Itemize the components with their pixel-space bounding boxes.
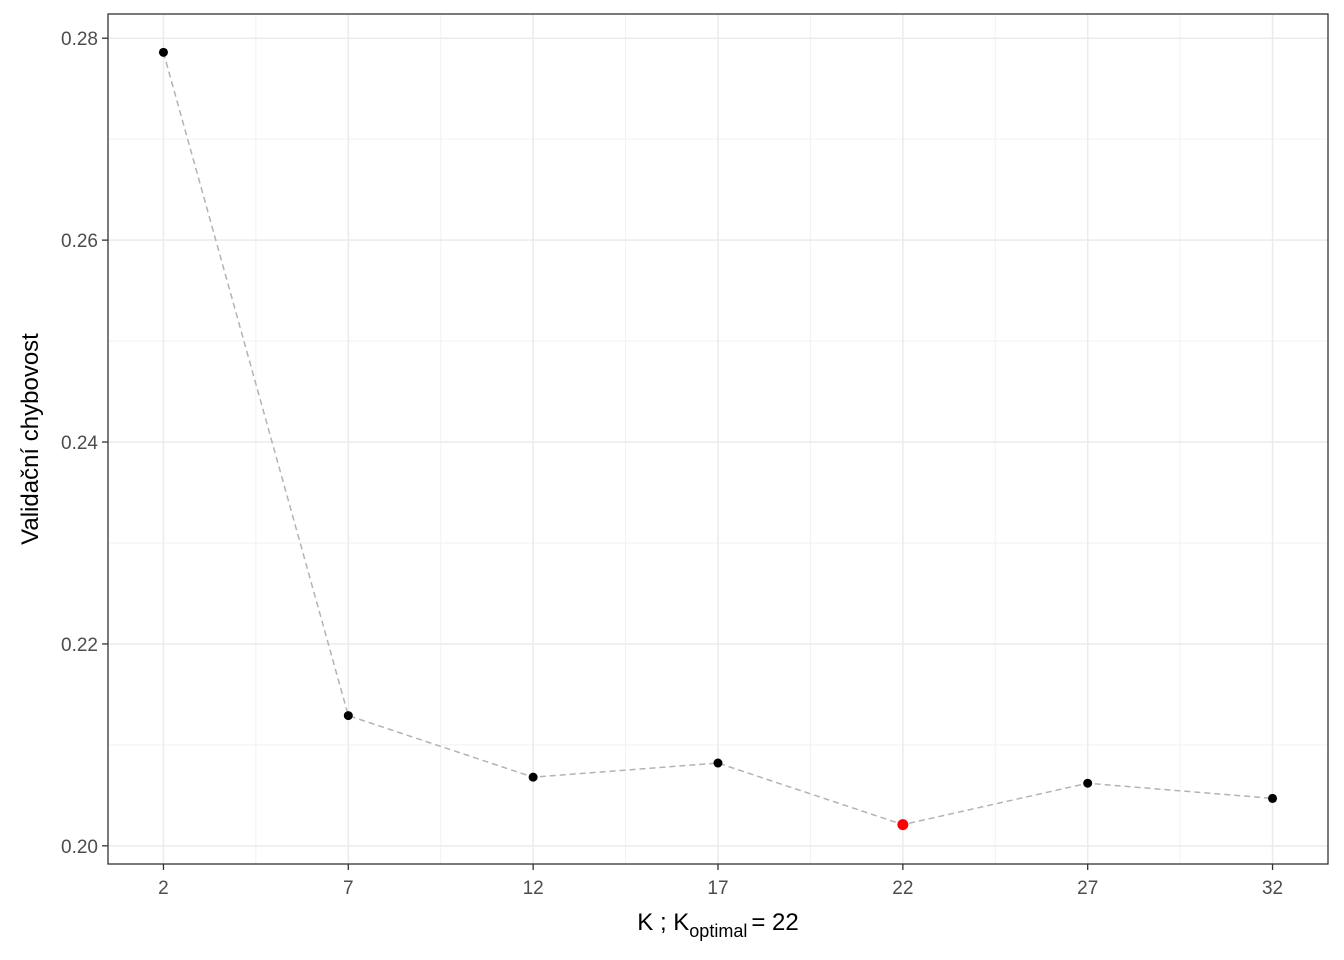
y-tick-label: 0.24	[61, 433, 98, 454]
x-tick-label: 12	[523, 878, 544, 899]
point	[158, 47, 168, 57]
marks	[158, 47, 1278, 831]
point	[528, 772, 538, 782]
point	[1083, 778, 1093, 788]
point	[1268, 793, 1278, 803]
point	[713, 758, 723, 768]
x-axis-title-subscript: optimal	[689, 921, 747, 941]
x-axis-title-main: K ; K	[637, 909, 689, 936]
y-tick-label: 0.20	[61, 837, 98, 858]
point	[343, 711, 353, 721]
highlight-point	[897, 819, 909, 831]
x-axis-title-suffix: = 22	[751, 909, 798, 936]
y-axis-title: Validační chybovost	[17, 333, 44, 545]
x-tick-label: 2	[158, 878, 169, 899]
y-tick-label: 0.22	[61, 635, 98, 656]
y-tick-label: 0.28	[61, 29, 98, 50]
x-tick-label: 22	[892, 878, 913, 899]
x-tick-label: 17	[707, 878, 728, 899]
x-axis-title: K ; Koptimal = 22	[637, 909, 798, 941]
x-tick-label: 32	[1262, 878, 1283, 899]
x-tick-label: 27	[1077, 878, 1098, 899]
y-tick-label: 0.26	[61, 231, 98, 252]
x-tick-label: 7	[343, 878, 354, 899]
grid	[108, 14, 1328, 864]
